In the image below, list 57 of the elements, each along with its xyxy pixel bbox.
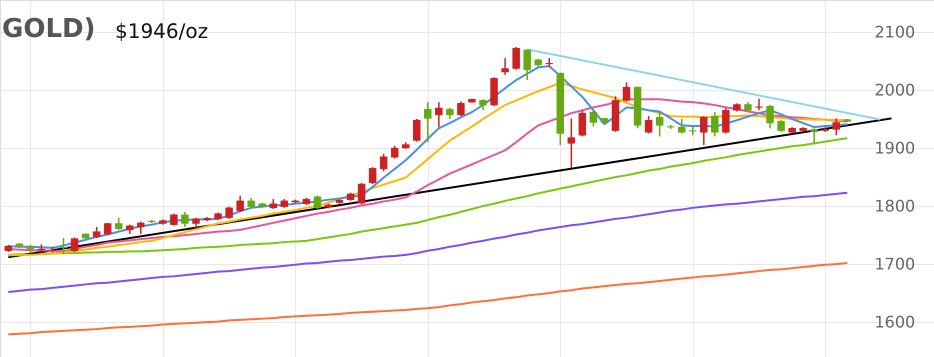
line-series bbox=[7, 262, 848, 336]
y-tick-label: 2100 bbox=[874, 22, 916, 42]
candlestick bbox=[501, 57, 509, 76]
line-series bbox=[7, 192, 848, 293]
candlestick bbox=[137, 220, 145, 235]
candlestick bbox=[390, 144, 398, 160]
candlestick bbox=[644, 115, 652, 134]
candlestick bbox=[126, 224, 134, 235]
candlestick bbox=[270, 198, 278, 210]
candlestick bbox=[368, 166, 376, 185]
candlestick bbox=[689, 126, 697, 136]
candlestick bbox=[755, 98, 763, 112]
candlestick bbox=[314, 194, 322, 210]
y-tick-label: 1900 bbox=[874, 138, 916, 158]
candlestick bbox=[590, 110, 598, 128]
candlestick bbox=[236, 194, 244, 213]
candlestick bbox=[832, 118, 840, 136]
candlestick bbox=[545, 57, 553, 68]
candlestick bbox=[70, 236, 78, 253]
candlestick bbox=[60, 237, 68, 256]
y-tick-label: 2000 bbox=[874, 80, 916, 100]
candlestick bbox=[656, 111, 664, 138]
candlestick bbox=[523, 48, 531, 81]
candlestick bbox=[247, 197, 255, 210]
candlestick bbox=[104, 222, 112, 236]
candlestick bbox=[568, 118, 576, 170]
y-tick-label: 1700 bbox=[874, 254, 916, 274]
candlestick bbox=[358, 182, 366, 206]
candlestick bbox=[380, 153, 388, 172]
annotation: $1946/oz bbox=[115, 19, 208, 43]
candlestick bbox=[722, 107, 730, 134]
candlestick bbox=[810, 128, 818, 144]
candlestick bbox=[479, 98, 487, 112]
candlestick bbox=[711, 111, 719, 138]
candlestick bbox=[744, 101, 752, 112]
candlestick bbox=[578, 110, 586, 138]
candlestick bbox=[512, 46, 520, 70]
y-tick-label: 1800 bbox=[874, 196, 916, 216]
candlestick bbox=[678, 118, 686, 134]
y-tick-label: 1600 bbox=[874, 312, 916, 332]
candlestick bbox=[700, 115, 708, 146]
candlestick bbox=[435, 101, 443, 128]
candlestick bbox=[170, 212, 178, 227]
candlestick bbox=[766, 104, 774, 130]
candlestick bbox=[413, 118, 421, 142]
candlestick bbox=[181, 211, 189, 228]
candlestick bbox=[424, 101, 432, 143]
candlestick bbox=[446, 107, 454, 120]
text: GOLD) bbox=[2, 14, 96, 44]
candlestick bbox=[192, 216, 200, 230]
candlestick bbox=[225, 206, 233, 220]
candlestick bbox=[92, 226, 100, 239]
candlestick bbox=[114, 216, 122, 231]
line-series bbox=[7, 137, 848, 256]
candlestick bbox=[457, 100, 465, 117]
candlestick bbox=[777, 119, 785, 133]
candlestick bbox=[622, 82, 630, 102]
